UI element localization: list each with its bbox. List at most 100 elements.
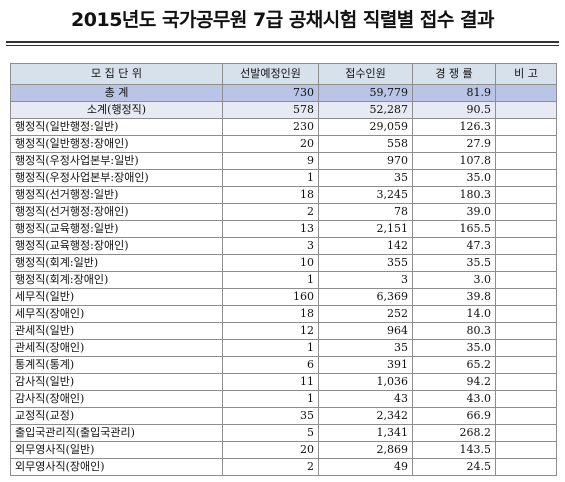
table-row: 행정직(우정사업본부:장애인) 1 35 35.0 xyxy=(10,169,557,187)
cell-ratio: 27.9 xyxy=(412,135,496,153)
cell-note xyxy=(495,101,557,119)
cell-note xyxy=(495,390,557,408)
table-row: 행정직(일반행정:일반) 230 29,059 126.3 xyxy=(10,118,557,136)
cell-ratio: 47.3 xyxy=(412,237,496,255)
table-row: 세무직(일반) 160 6,369 39.8 xyxy=(10,288,557,306)
cell-applicants: 2,869 xyxy=(318,441,413,459)
cell-unit: 행정직(우정사업본부:장애인) xyxy=(10,169,223,187)
cell-planned: 230 xyxy=(222,118,319,136)
cell-applicants: 78 xyxy=(318,203,413,221)
cell-applicants: 2,151 xyxy=(318,220,413,238)
table-row: 행정직(선거행정:장애인) 2 78 39.0 xyxy=(10,203,557,221)
col-header-planned: 선발예정인원 xyxy=(222,63,319,85)
cell-unit: 행정직(회계:일반) xyxy=(10,254,223,272)
cell-unit: 행정직(우정사업본부:일반) xyxy=(10,152,223,170)
cell-ratio: 35.0 xyxy=(412,169,496,187)
table-row: 행정직(회계:장애인) 1 3 3.0 xyxy=(10,271,557,289)
col-header-ratio: 경 쟁 률 xyxy=(412,63,496,85)
cell-unit: 세무직(장애인) xyxy=(10,305,223,323)
cell-note xyxy=(495,220,557,238)
cell-ratio: 165.5 xyxy=(412,220,496,238)
table-row: 행정직(교육행정:일반) 13 2,151 165.5 xyxy=(10,220,557,238)
cell-applicants: 964 xyxy=(318,322,413,340)
cell-applicants: 49 xyxy=(318,458,413,476)
cell-planned: 6 xyxy=(222,356,319,374)
cell-unit: 행정직(회계:장애인) xyxy=(10,271,223,289)
cell-applicants: 391 xyxy=(318,356,413,374)
cell-note xyxy=(495,169,557,187)
cell-planned: 1 xyxy=(222,271,319,289)
cell-planned: 20 xyxy=(222,441,319,459)
cell-unit: 행정직(선거행정:일반) xyxy=(10,186,223,204)
table-row: 관세직(일반) 12 964 80.3 xyxy=(10,322,557,340)
applicants-table: 모 집 단 위 선발예정인원 접수인원 경 쟁 률 비 고 총 계 730 59,7… xyxy=(10,63,557,476)
header-row: 모 집 단 위 선발예정인원 접수인원 경 쟁 률 비 고 xyxy=(10,63,557,85)
cell-planned: 18 xyxy=(222,305,319,323)
cell-planned: 13 xyxy=(222,220,319,238)
cell-applicants: 558 xyxy=(318,135,413,153)
cell-note xyxy=(495,84,557,102)
cell-ratio: 39.8 xyxy=(412,288,496,306)
cell-planned: 5 xyxy=(222,424,319,442)
cell-note xyxy=(495,424,557,442)
cell-planned: 20 xyxy=(222,135,319,153)
cell-applicants: 252 xyxy=(318,305,413,323)
cell-applicants: 142 xyxy=(318,237,413,255)
cell-unit: 감사직(일반) xyxy=(10,373,223,391)
cell-applicants: 35 xyxy=(318,169,413,187)
cell-applicants: 29,059 xyxy=(318,118,413,136)
cell-note xyxy=(495,271,557,289)
table-row: 행정직(일반행정:장애인) 20 558 27.9 xyxy=(10,135,557,153)
cell-ratio: 39.0 xyxy=(412,203,496,221)
table-row: 세무직(장애인) 18 252 14.0 xyxy=(10,305,557,323)
cell-note xyxy=(495,441,557,459)
cell-unit: 행정직(교육행정:장애인) xyxy=(10,237,223,255)
cell-unit: 행정직(일반행정:일반) xyxy=(10,118,223,136)
table-row: 통계직(통계) 6 391 65.2 xyxy=(10,356,557,374)
cell-unit: 행정직(일반행정:장애인) xyxy=(10,135,223,153)
cell-planned: 35 xyxy=(222,407,319,425)
table-row: 행정직(선거행정:일반) 18 3,245 180.3 xyxy=(10,186,557,204)
cell-unit: 외무영사직(일반) xyxy=(10,441,223,459)
cell-note xyxy=(495,458,557,476)
cell-applicants: 59,779 xyxy=(318,84,413,102)
cell-ratio: 90.5 xyxy=(412,101,496,119)
cell-note xyxy=(495,237,557,255)
cell-unit: 행정직(교육행정:일반) xyxy=(10,220,223,238)
cell-note xyxy=(495,373,557,391)
cell-planned: 1 xyxy=(222,390,319,408)
cell-unit: 관세직(일반) xyxy=(10,322,223,340)
cell-planned: 2 xyxy=(222,203,319,221)
cell-applicants: 43 xyxy=(318,390,413,408)
col-header-unit: 모 집 단 위 xyxy=(10,63,223,85)
cell-note xyxy=(495,339,557,357)
cell-ratio: 35.0 xyxy=(412,339,496,357)
table-row: 외무영사직(일반) 20 2,869 143.5 xyxy=(10,441,557,459)
cell-planned: 18 xyxy=(222,186,319,204)
cell-ratio: 268.2 xyxy=(412,424,496,442)
cell-note xyxy=(495,322,557,340)
cell-note xyxy=(495,254,557,272)
cell-applicants: 970 xyxy=(318,152,413,170)
cell-ratio: 3.0 xyxy=(412,271,496,289)
cell-applicants: 2,342 xyxy=(318,407,413,425)
subtotal-row: 소계(행정직) 578 52,287 90.5 xyxy=(10,101,557,119)
cell-note xyxy=(495,186,557,204)
table-row: 외무영사직(장애인) 2 49 24.5 xyxy=(10,458,557,476)
cell-note xyxy=(495,203,557,221)
cell-note xyxy=(495,288,557,306)
title-underline-thin xyxy=(6,45,559,46)
cell-applicants: 3 xyxy=(318,271,413,289)
cell-applicants: 355 xyxy=(318,254,413,272)
cell-planned: 578 xyxy=(222,101,319,119)
cell-note xyxy=(495,305,557,323)
cell-ratio: 143.5 xyxy=(412,441,496,459)
cell-unit: 총 계 xyxy=(10,84,223,102)
cell-ratio: 80.3 xyxy=(412,322,496,340)
cell-planned: 10 xyxy=(222,254,319,272)
table-row: 행정직(우정사업본부:일반) 9 970 107.8 xyxy=(10,152,557,170)
cell-unit: 관세직(장애인) xyxy=(10,339,223,357)
cell-applicants: 52,287 xyxy=(318,101,413,119)
cell-unit: 소계(행정직) xyxy=(10,101,223,119)
cell-applicants: 1,341 xyxy=(318,424,413,442)
